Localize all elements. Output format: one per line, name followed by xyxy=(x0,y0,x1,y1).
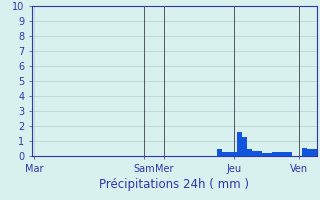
Bar xyxy=(232,152,236,156)
X-axis label: Précipitations 24h ( mm ): Précipitations 24h ( mm ) xyxy=(100,178,249,191)
Bar xyxy=(237,132,242,156)
Bar xyxy=(217,148,222,156)
Bar xyxy=(302,148,307,156)
Bar xyxy=(282,152,287,156)
Bar xyxy=(312,149,316,156)
Bar xyxy=(222,152,227,156)
Bar xyxy=(247,149,252,156)
Bar xyxy=(307,149,312,156)
Bar xyxy=(272,152,276,156)
Bar xyxy=(252,151,257,156)
Bar xyxy=(242,137,247,156)
Bar xyxy=(287,152,292,156)
Bar xyxy=(257,151,261,156)
Bar xyxy=(277,152,282,156)
Bar xyxy=(262,153,267,156)
Bar xyxy=(267,153,272,156)
Bar xyxy=(227,152,232,156)
